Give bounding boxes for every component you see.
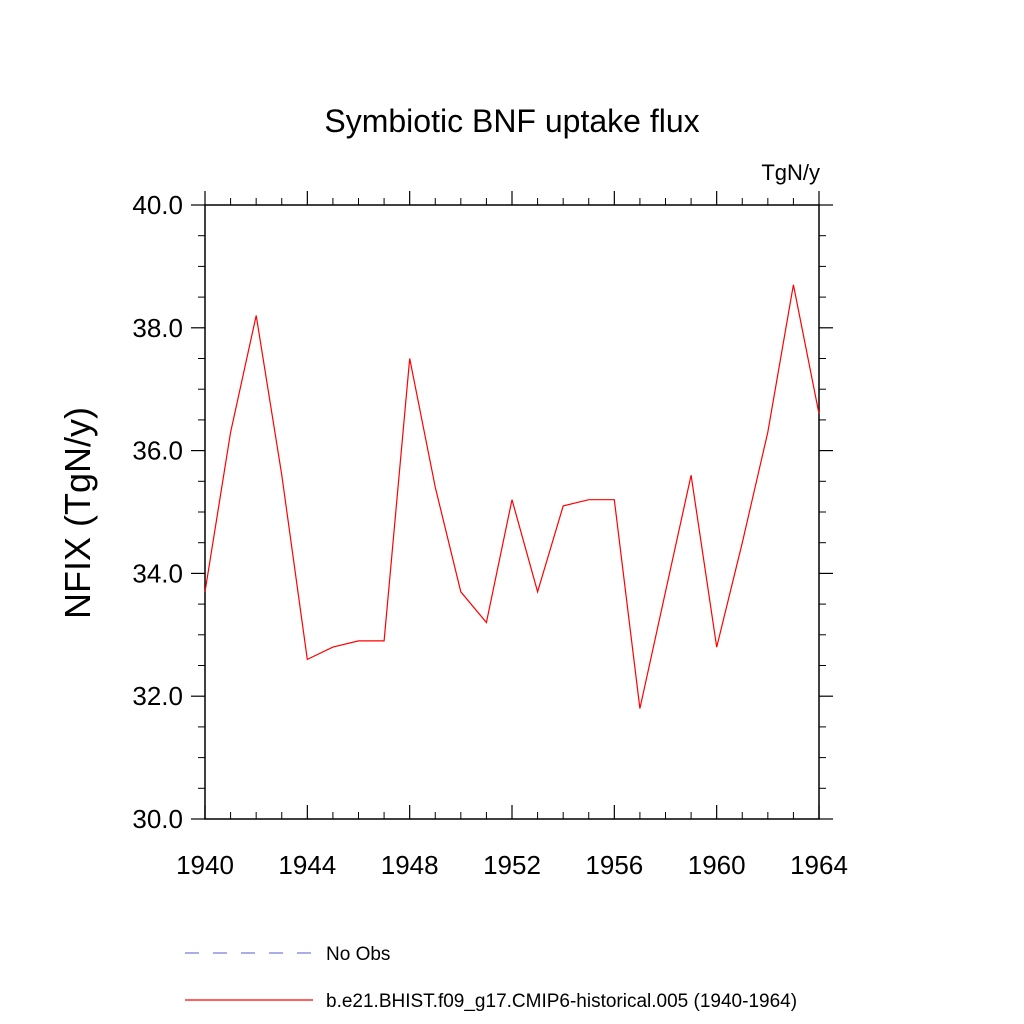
series-line-1 (204, 284, 820, 709)
y-tick-label: 34.0 (132, 558, 183, 588)
y-tick-label: 32.0 (132, 681, 183, 711)
legend-label-0: No Obs (326, 944, 390, 965)
x-tick-label: 1952 (483, 850, 541, 880)
y-tick-label: 36.0 (132, 436, 183, 466)
x-tick-label: 1960 (688, 850, 746, 880)
plot-frame (204, 204, 820, 820)
x-tick-label: 1944 (278, 850, 336, 880)
y-tick-label: 30.0 (132, 804, 183, 834)
x-tick-label: 1956 (585, 850, 643, 880)
x-tick-label: 1948 (381, 850, 439, 880)
x-tick-label: 1940 (176, 850, 234, 880)
x-tick-label: 1964 (790, 850, 848, 880)
legend-label-1: b.e21.BHIST.f09_g17.CMIP6-historical.005… (326, 991, 797, 1012)
series-lines (204, 284, 820, 709)
y-tick-label: 40.0 (132, 190, 183, 220)
units-label: TgN/y (761, 160, 820, 185)
axis-ticks (191, 191, 833, 820)
y-axis-title: NFIX (TgN/y) (57, 407, 98, 619)
tick-labels: 1940 1944 1948 1952 1956 1960 1964 30.0 32.0 34.0… (132, 190, 848, 880)
legend: No Obs b.e21.BHIST.f09_g17.CMIP6-historic… (185, 944, 797, 1012)
y-tick-label: 38.0 (132, 313, 183, 343)
chart-title: Symbiotic BNF uptake flux (324, 103, 699, 139)
